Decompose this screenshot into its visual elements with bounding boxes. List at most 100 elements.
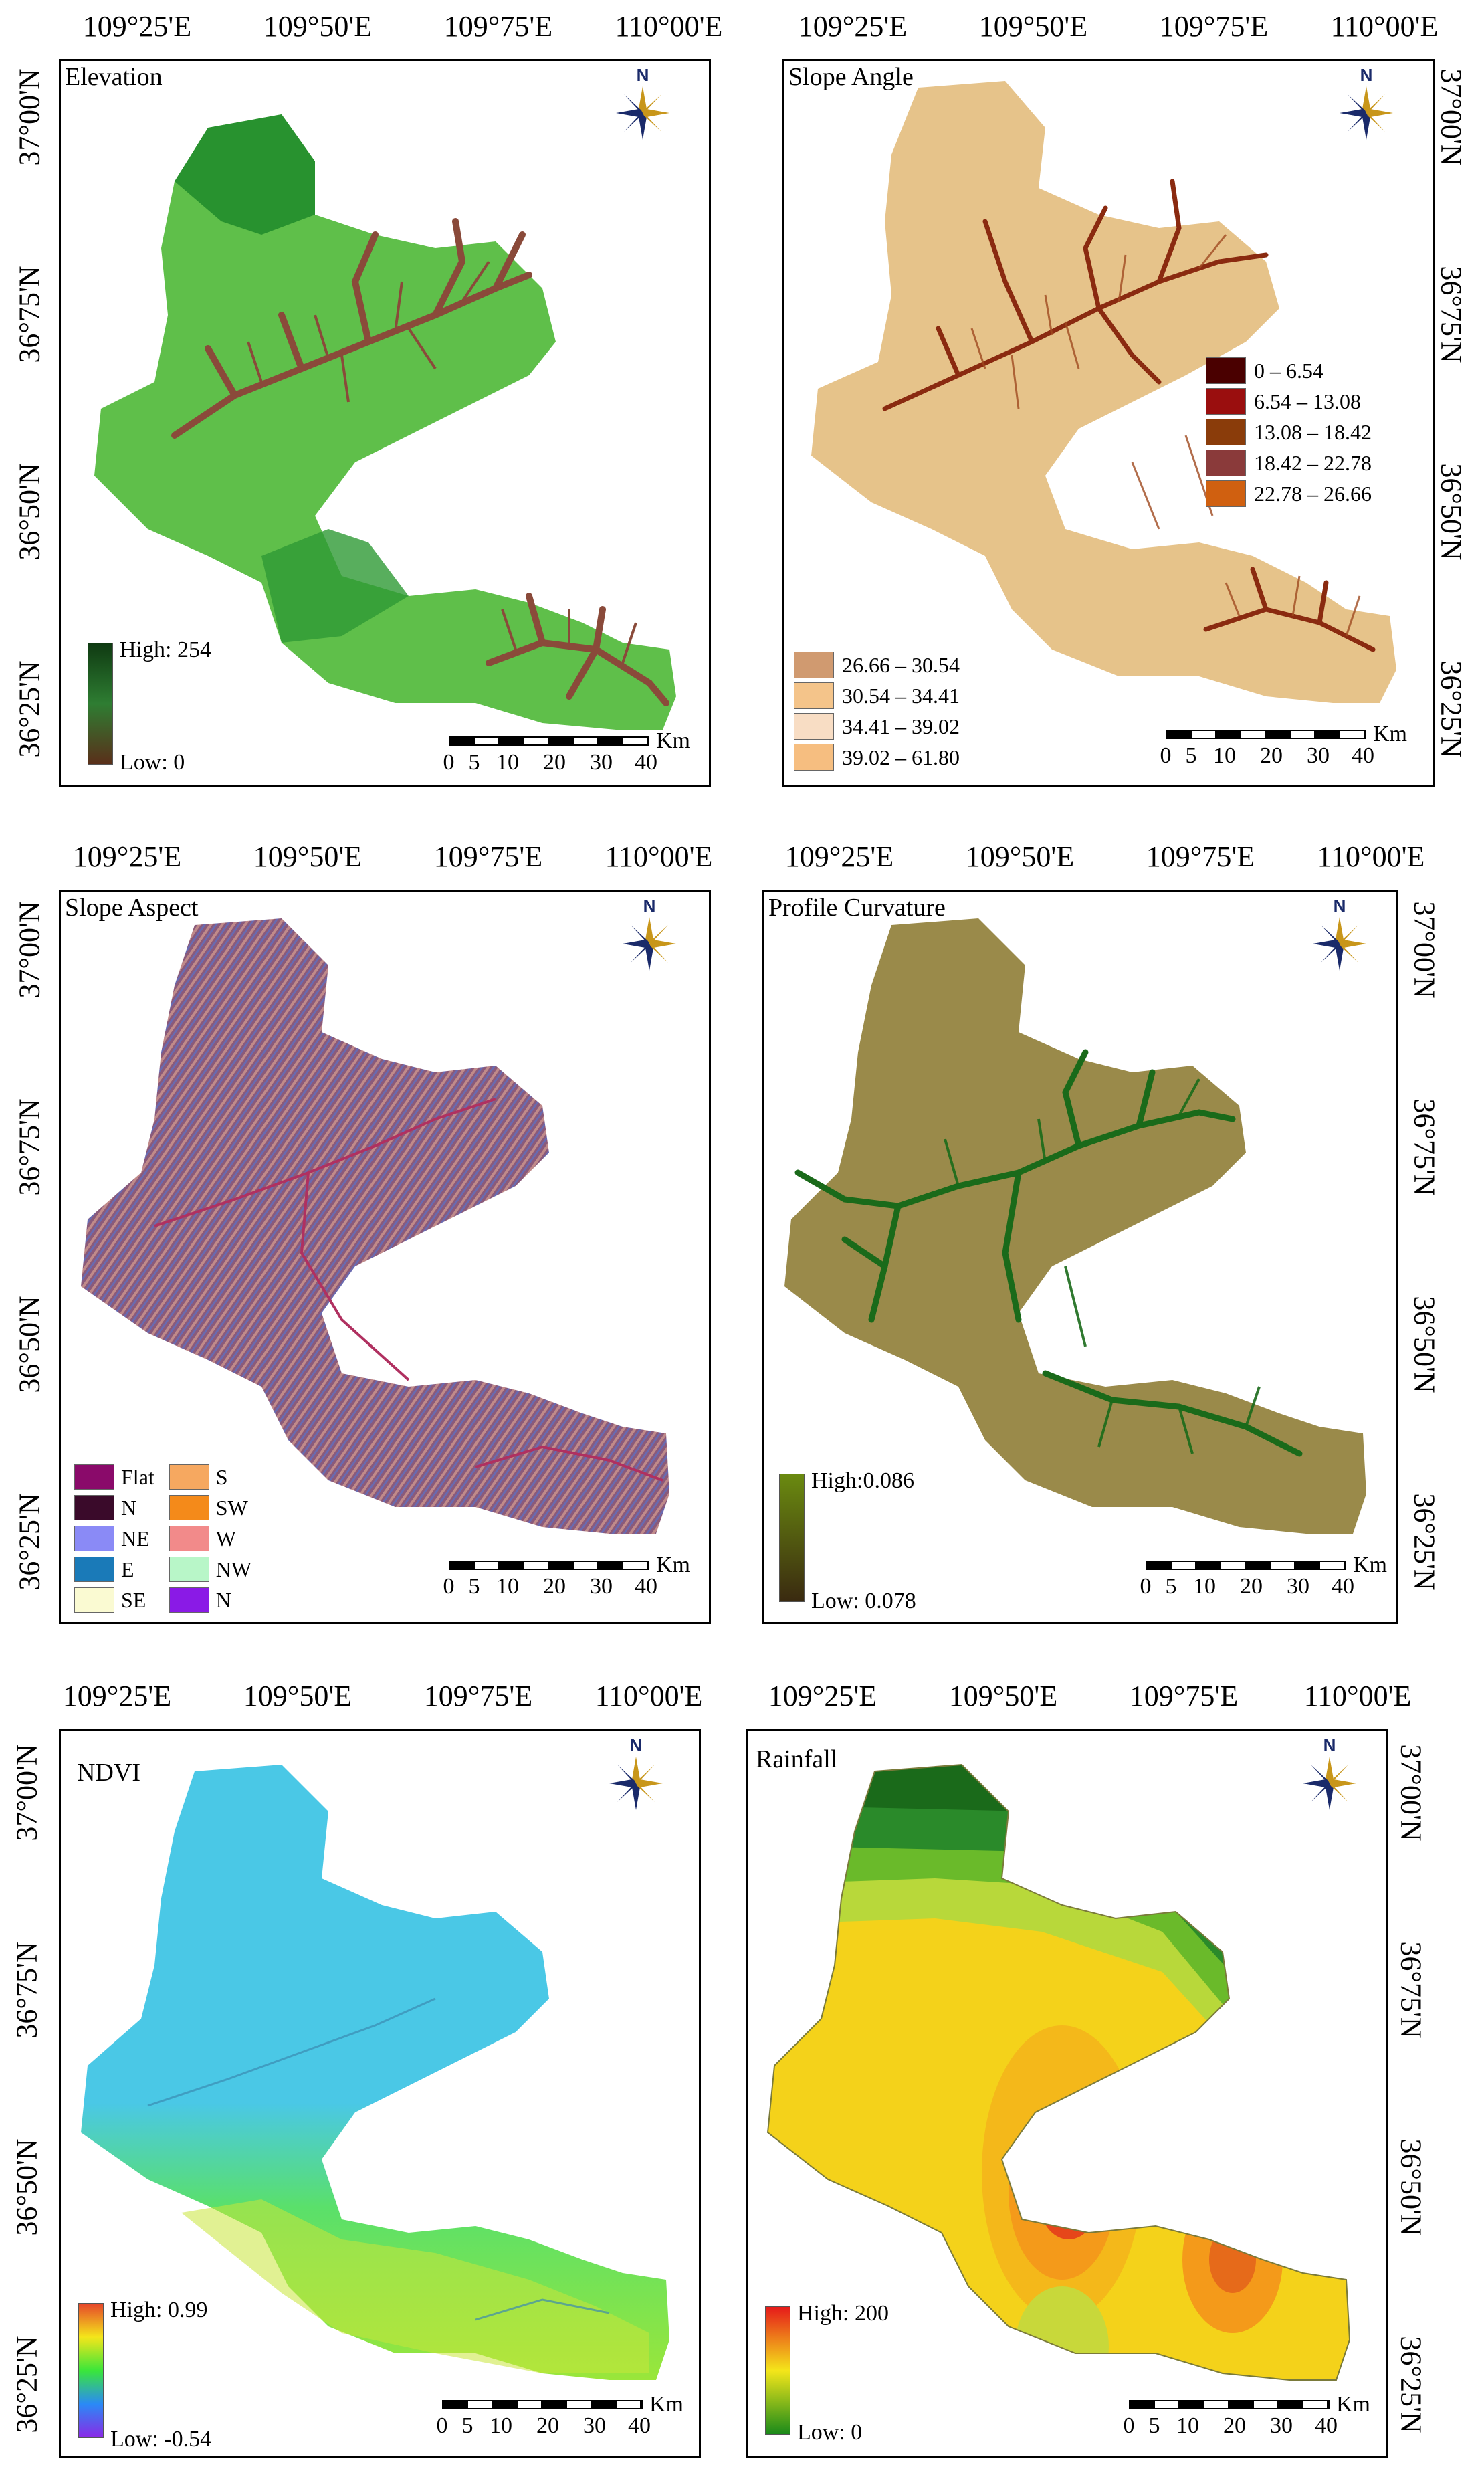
north-arrow: N	[609, 896, 690, 996]
lon-label: 109°25'E	[798, 10, 908, 43]
scale-tick: 40	[635, 750, 657, 775]
compass-icon	[1303, 1757, 1356, 1810]
lat-label: 36°25'N	[1408, 1493, 1441, 1591]
legend-item: NE	[74, 1523, 154, 1554]
scale-tick: 30	[1307, 743, 1330, 768]
legend-high: High:0.086	[811, 1468, 914, 1493]
scale-tick: 0	[1160, 743, 1172, 768]
lat-label: 37°00'N	[1408, 901, 1441, 999]
lat-label: 36°75'N	[1394, 1941, 1428, 2039]
lat-label: 36°25'N	[13, 660, 46, 758]
lon-label: 109°75'E	[1146, 840, 1255, 873]
scale-tick: 20	[543, 750, 566, 775]
lon-label: 110°00'E	[1317, 840, 1425, 873]
legend-item: SE	[74, 1585, 154, 1615]
panel-title: Profile Curvature	[768, 894, 946, 922]
lon-label: 110°00'E	[615, 10, 723, 43]
panel-title: Elevation	[65, 63, 163, 91]
compass-icon	[609, 1757, 663, 1810]
legend-color-ramp	[78, 2303, 104, 2438]
lon-label: 110°00'E	[605, 840, 713, 873]
scale-tick: 30	[1270, 2413, 1293, 2438]
slope-legend-lower: 26.66 – 30.54 30.54 – 34.41 34.41 – 39.0…	[794, 650, 960, 773]
lon-label: 109°25'E	[72, 840, 182, 873]
lat-label: 37°00'N	[10, 1744, 43, 1841]
legend-item: 18.42 – 22.78	[1206, 447, 1372, 478]
legend-color-ramp	[88, 643, 113, 765]
scale-tick: 5	[1185, 743, 1197, 768]
lon-label: 109°25'E	[62, 1680, 172, 1712]
scale-tick: 0	[443, 750, 455, 775]
legend-item: 26.66 – 30.54	[794, 650, 960, 680]
lat-label: 37°00'N	[13, 901, 46, 999]
legend-high: High: 254	[120, 637, 211, 662]
scale-tick: 40	[1315, 2413, 1338, 2438]
scale-tick: 0	[436, 2413, 448, 2438]
legend-item: SW	[169, 1492, 251, 1523]
lat-label: 36°50'N	[13, 463, 46, 561]
lon-label: 109°75'E	[1159, 10, 1269, 43]
lon-label: 109°50'E	[948, 1680, 1058, 1712]
lat-label: 36°75'N	[1435, 266, 1468, 363]
compass-icon	[616, 86, 669, 140]
compass-icon	[623, 917, 676, 971]
lon-label: 109°50'E	[263, 10, 373, 43]
scale-tick: 20	[1260, 743, 1283, 768]
legend-item: 22.78 – 26.66	[1206, 478, 1372, 509]
scale-tick: 10	[496, 750, 519, 775]
scale-unit: Km	[1353, 1553, 1387, 1577]
legend-low: Low: 0	[797, 2420, 863, 2445]
lat-label: 36°25'N	[1394, 2336, 1428, 2433]
map-frame-profile-curvature: Profile Curvature N	[762, 890, 1398, 1624]
legend-item: N	[169, 1585, 251, 1615]
compass-icon	[1340, 86, 1393, 140]
scale-tick: 20	[1223, 2413, 1246, 2438]
slope-legend-upper: 0 – 6.54 6.54 – 13.08 13.08 – 18.42 18.4…	[1206, 355, 1372, 509]
legend-item: 0 – 6.54	[1206, 355, 1372, 386]
ndvi-map	[81, 1765, 669, 2380]
scale-tick: 10	[496, 1574, 519, 1599]
lon-label: 110°00'E	[1303, 1680, 1412, 1712]
north-arrow: N	[1299, 896, 1380, 996]
lat-label: 37°00'N	[1394, 1744, 1428, 1841]
legend-item: NW	[169, 1554, 251, 1585]
north-label: N	[629, 1735, 643, 1755]
lat-label: 37°00'N	[1435, 68, 1468, 166]
panel-title: NDVI	[77, 1759, 140, 1787]
lon-label: 109°75'E	[1129, 1680, 1239, 1712]
scale-tick: 5	[468, 750, 480, 775]
map-frame-slope-aspect: Slope Aspect N	[59, 890, 711, 1624]
north-label: N	[643, 896, 656, 916]
north-label: N	[1333, 896, 1346, 916]
scale-tick: 0	[1123, 2413, 1135, 2438]
legend-item: 30.54 – 34.41	[794, 680, 960, 711]
lat-label: 36°75'N	[13, 266, 46, 363]
scale-tick: 0	[443, 1574, 455, 1599]
slope-aspect-map	[81, 918, 669, 1534]
lon-label: 109°50'E	[253, 840, 362, 873]
scale-tick: 5	[1165, 1574, 1177, 1599]
scale-tick: 0	[1140, 1574, 1152, 1599]
scale-tick: 10	[1176, 2413, 1199, 2438]
scale-tick: 40	[635, 1574, 657, 1599]
lat-label: 36°25'N	[1435, 660, 1468, 758]
rainfall-map	[766, 1763, 1351, 2381]
legend-low: Low: 0	[120, 750, 185, 775]
lon-label: 110°00'E	[595, 1680, 703, 1712]
legend-item: 34.41 – 39.02	[794, 711, 960, 742]
legend-color-ramp	[779, 1474, 805, 1602]
scale-unit: Km	[656, 1553, 690, 1577]
lon-label: 109°50'E	[965, 840, 1075, 873]
legend-item: 39.02 – 61.80	[794, 742, 960, 773]
legend-item: N	[74, 1492, 154, 1523]
slope-angle-map	[811, 81, 1396, 703]
north-label: N	[1360, 65, 1373, 85]
panel-title: Slope Aspect	[65, 894, 199, 922]
lon-label: 109°50'E	[243, 1680, 352, 1712]
lat-label: 36°50'N	[10, 2138, 43, 2236]
legend-low: Low: 0.078	[811, 1589, 916, 1613]
lon-label: 109°50'E	[978, 10, 1088, 43]
lat-label: 36°75'N	[10, 1941, 43, 2039]
north-arrow: N	[1326, 65, 1406, 165]
lon-label: 109°25'E	[784, 840, 894, 873]
